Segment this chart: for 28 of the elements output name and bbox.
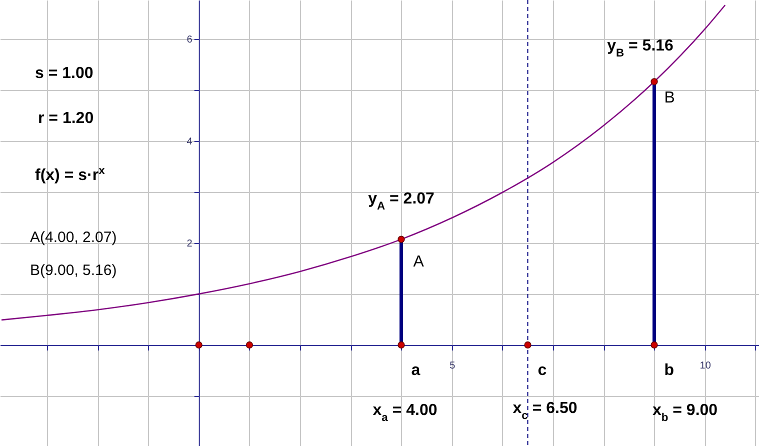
annotation: c [538, 362, 547, 379]
annotation: x$_{b}$ = 9.00 [652, 402, 718, 424]
annotation: f(x) = s·r$^{x}$ [35, 165, 106, 184]
y-tick-label: 4 [186, 136, 193, 148]
annotation: y$_{A}$ = 2.07 [368, 190, 435, 212]
x-tick-label: 5 [450, 360, 456, 372]
point [398, 341, 405, 349]
y-tick-label: 6 [186, 34, 193, 46]
annotation: y$_{B}$ = 5.16 [607, 38, 674, 60]
point [650, 341, 658, 349]
point [195, 341, 202, 349]
annotation: x$_{a}$ = 4.00 [372, 402, 438, 424]
annotation: b [664, 362, 674, 379]
annotation: x$_{c}$ = 6.50 [512, 400, 578, 422]
point [650, 78, 658, 86]
point [524, 341, 532, 349]
annotation: A(4.00, 2.07) [30, 229, 117, 246]
annotation: s = 1.00 [35, 65, 94, 82]
annotation: B(9.00, 5.16) [30, 262, 117, 279]
point [246, 341, 254, 349]
line-series [0, 4, 726, 321]
annotation: B [664, 90, 675, 107]
annotation: r = 1.20 [38, 110, 94, 127]
x-tick-label: 10 [700, 360, 712, 372]
y-tick-label: 2 [186, 238, 193, 250]
annotation: A [413, 253, 424, 270]
point [398, 236, 405, 243]
annotation: a [411, 362, 420, 379]
